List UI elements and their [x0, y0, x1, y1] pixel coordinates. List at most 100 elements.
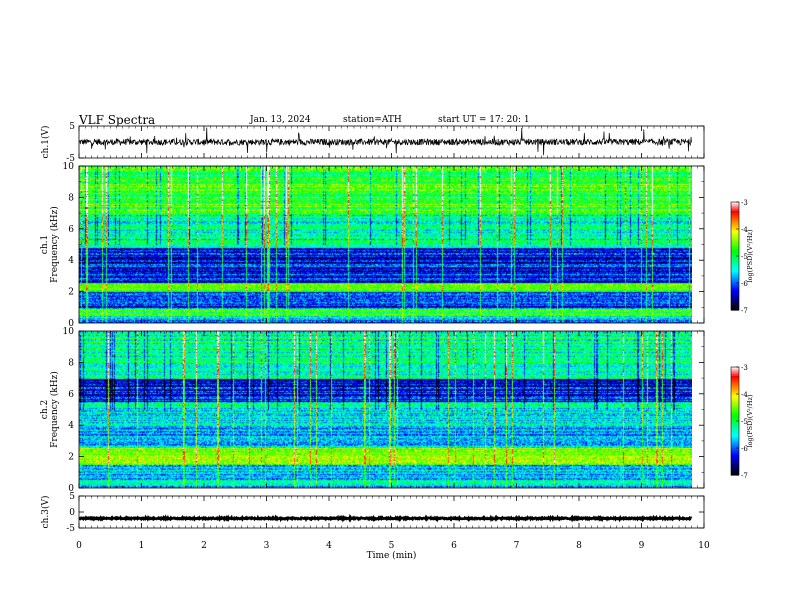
x-tick-label: 6 [451, 541, 457, 551]
ch2-spectrogram-colorbar-segment [731, 367, 739, 370]
ch2-spectrogram-colorbar-segment [731, 386, 739, 390]
x-tick-label: 3 [264, 541, 270, 551]
ch1-waveform-ytick-label: 5 [69, 122, 75, 132]
ch1-spectrogram-colorbar-segment [731, 220, 739, 223]
ch1-spectrogram-colorbar-segment [731, 279, 739, 282]
ch1-spectrogram-colorbar-segment [731, 209, 739, 212]
x-tick-label: 9 [639, 541, 645, 551]
ch1-spectrogram-colorbar-segment [731, 299, 739, 302]
ch2-spectrogram-colorbar-segment [731, 397, 739, 400]
ch1-spectrogram-colorbar-segment [731, 256, 739, 259]
ch1-spectrogram-ytick-label: 8 [68, 193, 74, 203]
ch2-spectrogram-colorbar-segment [731, 455, 739, 458]
ch1-spectrogram-colorbar-segment [731, 205, 739, 208]
ch2-spectrogram-colorbar-tick-label: -7 [741, 472, 748, 480]
ch1-spectrogram-colorbar-segment [731, 283, 739, 286]
ch2-spectrogram-colorbar-segment [731, 462, 739, 465]
ch1-spectrogram-colorbar-segment [731, 221, 739, 225]
ch1-spectrogram-ytick-label: 0 [68, 319, 74, 329]
ch2-spectrogram-ytick-label: 10 [63, 327, 75, 337]
ch2-spectrogram-colorbar-segment [731, 377, 739, 381]
ch1-spectrogram-ytick-label: 2 [68, 288, 74, 298]
ch2-spectrogram-colorbar-segment [731, 412, 739, 415]
plot-title: VLF Spectra [79, 113, 156, 127]
ch1-spectrogram-colorbar-segment [731, 275, 739, 279]
ch1-spectrogram-colorbar-segment [731, 268, 739, 271]
ch2-spectrogram-colorbar-segment [731, 428, 739, 431]
ch2-spectrogram-colorbar-segment [731, 458, 739, 462]
ch1-spectrogram-colorbar-segment [731, 229, 739, 232]
x-tick-label: 2 [201, 541, 207, 551]
ch1-spectrogram-colorbar-segment [731, 212, 739, 216]
ch1-spectrogram-colorbar-segment [731, 207, 739, 210]
ch2-spectrogram-colorbar-segment [731, 430, 739, 433]
ch1-spectrogram-colorbar-segment [731, 304, 739, 307]
ch2-spectrogram-colorbar-tick-label: -5 [741, 418, 748, 426]
ch2-spectrogram-colorbar-segment [731, 433, 739, 436]
ch1-spectrogram-colorbar-segment [731, 202, 739, 205]
ch1-spectrogram-colorbar-segment [731, 223, 739, 226]
ch2-spectrogram-colorbar-segment [731, 431, 739, 435]
ch1-spectrogram-colorbar-segment [731, 250, 739, 253]
ch2-spectrogram-colorbar-segment [731, 383, 739, 386]
ch2-spectrogram-colorbar-segment [731, 451, 739, 454]
ch2-spectrogram-colorbar-segment [731, 372, 739, 375]
ch2-spectrogram-colorbar-segment [731, 401, 739, 404]
ch2-spectrogram-colorbar-segment [731, 435, 739, 438]
ch1-spectrogram-image [79, 166, 692, 323]
ch2-spectrogram-colorbar-segment [731, 392, 739, 395]
ch3-waveform-ytick-label: 5 [69, 492, 75, 502]
ch2-spectrogram-colorbar-segment [731, 370, 739, 373]
ch2-spectrogram-colorbar-segment [731, 381, 739, 384]
ch1-spectrogram-colorbar-segment [731, 239, 739, 243]
ch1-spectrogram-colorbar-tick-label: -4 [741, 226, 748, 234]
ch2-spectrogram-colorbar-segment [731, 395, 739, 399]
ch1-spectrogram-colorbar-segment [731, 284, 739, 288]
ch2-spectrogram-colorbar-segment [731, 410, 739, 413]
ch1-spectrogram-colorbar-segment [731, 257, 739, 261]
ch1-spectrogram-colorbar-segment [731, 272, 739, 275]
ch2-spectrogram-ytick-label: 4 [68, 421, 74, 431]
ch1-spectrogram-colorbar-segment [731, 252, 739, 255]
ch2-spectrogram-colorbar-segment [731, 437, 739, 440]
ch2-spectrogram-ytick-label: 6 [68, 390, 74, 400]
ch1-spectrogram-colorbar-segment [731, 243, 739, 246]
ch1-spectrogram-colorbar-segment [731, 277, 739, 280]
ch2-spectrogram-colorbar-segment [731, 446, 739, 449]
ch1-spectrogram-colorbar-segment [731, 261, 739, 264]
ch2-spectrogram-colorbar-segment [731, 404, 739, 408]
ch1-spectrogram-colorbar-segment [731, 306, 739, 309]
ch1-spectrogram-colorbar-segment [731, 293, 739, 297]
ch1-spectrogram-colorbar-label: log(PSD)(V²/Hz) [746, 229, 754, 282]
ch2-spectrogram-colorbar-segment [731, 403, 739, 406]
ch1-waveform-ytick-label: -5 [66, 154, 75, 164]
ch1-spectrogram-colorbar-segment [731, 274, 739, 277]
ch2-spectrogram-colorbar-segment [731, 440, 739, 444]
x-tick-label: 10 [698, 541, 710, 551]
ch1-spectrogram-colorbar-segment [731, 234, 739, 237]
ch1-spectrogram-colorbar-tick-label: -7 [741, 307, 748, 315]
ch2-spectrogram-colorbar-segment [731, 388, 739, 391]
ch2-spectrogram-image [79, 331, 692, 488]
ch2-spectrogram-colorbar-segment [731, 413, 739, 417]
ch2-spectrogram-colorbar-segment [731, 448, 739, 451]
ch1-spectrogram-colorbar-segment [731, 232, 739, 235]
ch2-spectrogram-ylabel: Frequency (kHz) [49, 371, 60, 448]
ch2-spectrogram-colorbar-segment [731, 385, 739, 388]
ch1-spectrogram-colorbar-tick-label: -5 [741, 253, 748, 261]
ch1-spectrogram-ytick-label: 6 [68, 225, 74, 235]
ch2-spectrogram-colorbar-segment [731, 408, 739, 411]
ch1-spectrogram-colorbar-segment [731, 288, 739, 291]
ch2-spectrogram-colorbar-segment [731, 449, 739, 453]
ch1-spectrogram-colorbar-segment [731, 259, 739, 262]
ch1-spectrogram-colorbar-segment [731, 245, 739, 248]
x-tick-label: 5 [389, 541, 395, 551]
ch2-spectrogram-colorbar-segment [731, 417, 739, 420]
ch1-spectrogram-colorbar-segment [731, 247, 739, 250]
ch1-spectrogram-colorbar-segment [731, 248, 739, 252]
ch1-spectrogram-ytick-label: 10 [63, 162, 75, 172]
ch2-spectrogram-colorbar-segment [731, 379, 739, 382]
ch2-spectrogram-colorbar-segment [731, 464, 739, 467]
ch2-spectrogram-colorbar-segment [731, 419, 739, 422]
x-tick-label: 1 [139, 541, 145, 551]
